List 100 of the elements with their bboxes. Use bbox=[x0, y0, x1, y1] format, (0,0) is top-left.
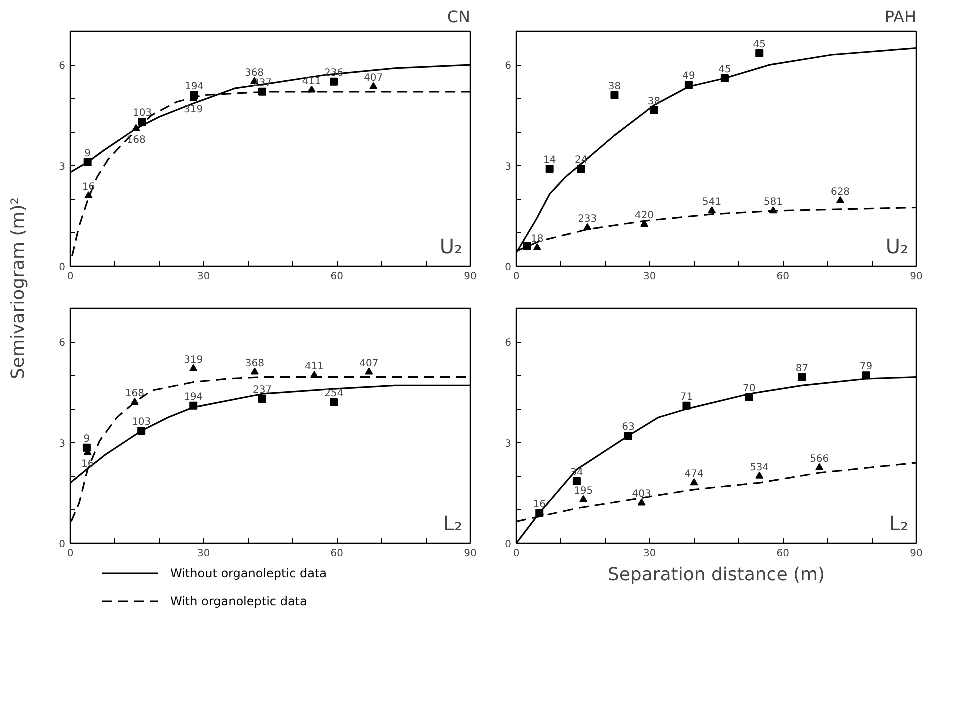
annotation: 581 bbox=[764, 197, 783, 208]
annotation: 195 bbox=[574, 486, 594, 497]
x-tick-label: 60 bbox=[776, 272, 790, 282]
point bbox=[365, 368, 374, 375]
annotation: 168 bbox=[125, 388, 144, 400]
annotation: 368 bbox=[244, 68, 264, 79]
point bbox=[584, 223, 592, 230]
y-tick-label: 3 bbox=[59, 162, 66, 173]
x-tick-label: 60 bbox=[330, 272, 344, 282]
point bbox=[638, 498, 646, 506]
annotation: 368 bbox=[245, 358, 264, 370]
annotation: 233 bbox=[578, 214, 598, 225]
annotation: 70 bbox=[743, 383, 756, 394]
y-tick-label: 3 bbox=[59, 438, 66, 450]
point bbox=[650, 106, 658, 114]
annotation: 534 bbox=[750, 462, 770, 474]
annotation: 87 bbox=[796, 363, 809, 374]
annotation: 319 bbox=[184, 104, 204, 116]
annotation: 194 bbox=[184, 81, 204, 92]
annotation: 566 bbox=[810, 454, 830, 465]
annotation: 254 bbox=[324, 388, 344, 400]
x-tick-label: 30 bbox=[643, 272, 656, 282]
annotation: 420 bbox=[634, 210, 654, 222]
point bbox=[640, 220, 648, 228]
annotation: 16 bbox=[533, 499, 546, 510]
point bbox=[836, 196, 844, 204]
legend-label: With organoleptic data bbox=[170, 594, 308, 608]
y-tick-label: 0 bbox=[59, 540, 66, 550]
y-tick-label: 3 bbox=[505, 162, 512, 173]
point bbox=[190, 364, 198, 372]
x-tick-label: 90 bbox=[464, 548, 477, 560]
point bbox=[690, 478, 698, 486]
y-tick-label: 6 bbox=[59, 61, 66, 72]
x-tick-label: 90 bbox=[910, 272, 923, 282]
legend-label: Without organoleptic data bbox=[170, 566, 328, 580]
annotation: L₂ bbox=[889, 512, 909, 536]
y-tick-label: 0 bbox=[505, 540, 512, 550]
point bbox=[610, 91, 619, 100]
x-tick-label: 0 bbox=[513, 272, 520, 282]
annotation: 411 bbox=[304, 362, 324, 373]
annotation: 18 bbox=[531, 234, 544, 246]
point bbox=[84, 191, 93, 199]
point bbox=[370, 82, 378, 90]
x-tick-label: 90 bbox=[910, 548, 923, 560]
x-tick-label: 60 bbox=[776, 548, 790, 560]
annotation: 407 bbox=[364, 72, 384, 84]
annotation: 168 bbox=[126, 134, 146, 146]
point bbox=[816, 463, 824, 470]
x-tick-label: 30 bbox=[197, 548, 210, 560]
annotation: 49 bbox=[682, 71, 696, 82]
x-tick-label: 30 bbox=[197, 272, 210, 282]
point bbox=[250, 368, 259, 375]
annotation: 16 bbox=[81, 458, 94, 470]
x-tick-label: 30 bbox=[643, 548, 656, 560]
x-tick-label: 90 bbox=[464, 272, 477, 282]
x-tick-label: 0 bbox=[67, 272, 74, 282]
point bbox=[330, 78, 338, 86]
annotation: 474 bbox=[684, 469, 704, 480]
point bbox=[533, 243, 542, 251]
point bbox=[708, 206, 716, 214]
annotation: 407 bbox=[360, 358, 379, 370]
annotation: 103 bbox=[132, 108, 152, 120]
annotation: 14 bbox=[543, 155, 556, 166]
annotation: 319 bbox=[184, 354, 204, 366]
annotation: 63 bbox=[622, 422, 635, 434]
y-tick-label: 6 bbox=[505, 338, 512, 350]
x-tick-label: 0 bbox=[513, 548, 520, 560]
annotation: 541 bbox=[702, 197, 722, 208]
point bbox=[798, 373, 806, 382]
annotation: 194 bbox=[184, 392, 204, 403]
y-tick-label: 0 bbox=[59, 262, 66, 274]
point bbox=[572, 477, 581, 486]
annotation: 237 bbox=[252, 385, 272, 396]
annotation: 403 bbox=[632, 489, 652, 500]
point bbox=[523, 242, 532, 250]
point bbox=[756, 49, 764, 58]
annotation: 71 bbox=[680, 392, 694, 403]
y-tick-label: 6 bbox=[59, 338, 66, 350]
y-tick-label: 3 bbox=[505, 438, 512, 450]
x-axis-title: Separation distance (m) bbox=[608, 564, 826, 586]
annotation: 103 bbox=[132, 417, 152, 428]
point bbox=[546, 165, 554, 174]
chart-title: CN bbox=[447, 8, 470, 26]
point bbox=[308, 86, 316, 93]
y-tick-label: 0 bbox=[505, 262, 512, 274]
annotation: U₂ bbox=[886, 234, 908, 258]
chart-title: PAH bbox=[884, 8, 917, 26]
annotation: 9 bbox=[84, 148, 92, 160]
x-tick-label: 60 bbox=[330, 548, 344, 560]
annotation: 38 bbox=[608, 81, 622, 92]
annotation: 411 bbox=[302, 76, 322, 88]
y-axis-title: Semivariogram (m)² bbox=[8, 197, 29, 380]
point bbox=[756, 472, 764, 479]
annotation: L₂ bbox=[443, 512, 463, 536]
annotation: 628 bbox=[830, 187, 850, 198]
annotation: 9 bbox=[84, 434, 90, 445]
annotation: 79 bbox=[860, 362, 873, 373]
annotation: 45 bbox=[753, 39, 766, 50]
x-tick-label: 0 bbox=[67, 548, 74, 560]
annotation: U₂ bbox=[440, 234, 462, 258]
